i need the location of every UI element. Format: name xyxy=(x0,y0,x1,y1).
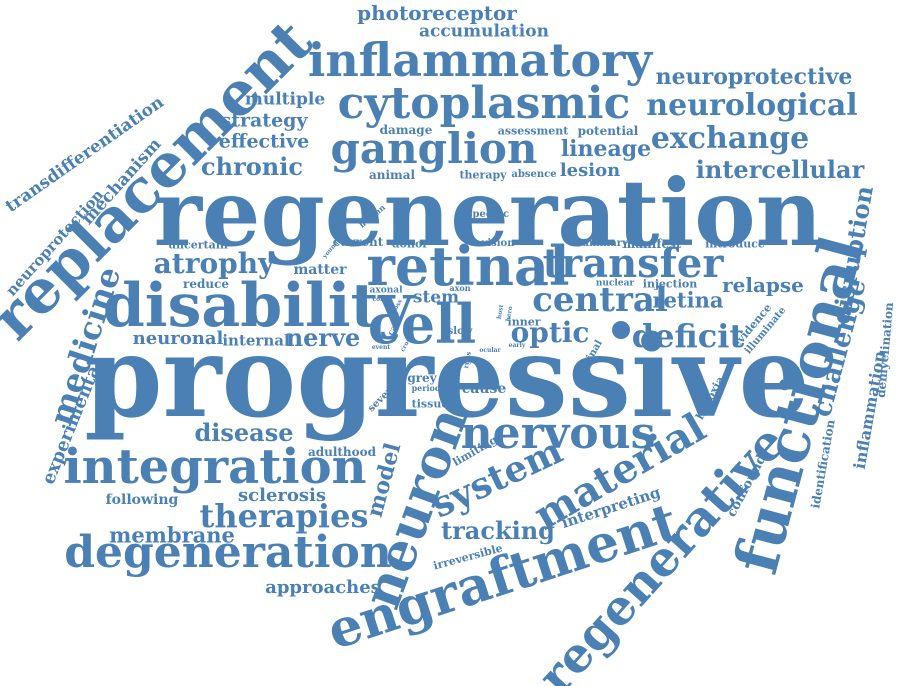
word-chronic: chronic xyxy=(201,152,303,181)
word-cause: cause xyxy=(461,381,507,397)
word-donor: donor xyxy=(391,237,429,251)
word-nervous: nervous xyxy=(460,408,656,459)
word-early: early xyxy=(508,342,526,349)
word-neuroprotective: neuroprotective xyxy=(655,64,853,90)
word-exchange: exchange xyxy=(650,121,810,156)
word-deficit-dot xyxy=(612,321,630,339)
word-central: central xyxy=(532,280,668,320)
word-ocular: ocular xyxy=(479,347,501,354)
word-therapies: therapies xyxy=(199,497,369,535)
word-stem: stem xyxy=(412,287,460,308)
word-relapse: relapse xyxy=(722,273,804,297)
word-damage: damage xyxy=(379,123,433,137)
word-retinal: retinal xyxy=(366,234,570,298)
word-slow: slow xyxy=(447,326,473,337)
word-axonal: axonal xyxy=(369,285,403,296)
word-introduce: introduce xyxy=(705,237,765,251)
word-neuronal: neuronal xyxy=(132,328,224,349)
word-transfer: transfer xyxy=(542,240,724,287)
word-reduce: reduce xyxy=(182,277,230,291)
word-rgcs: rgcs xyxy=(461,350,473,370)
word-multiple: multiple xyxy=(244,89,326,110)
word-approaches: approaches xyxy=(265,577,381,598)
word-therapy: therapy xyxy=(459,168,507,182)
word-tracking: tracking xyxy=(441,516,555,545)
word-membrane: membrane xyxy=(109,522,235,548)
word-animal: animal xyxy=(368,168,416,182)
word-absence: absence xyxy=(511,169,557,180)
word-nuclear: nuclear xyxy=(595,278,635,289)
word-grey: grey xyxy=(407,371,437,385)
word-uncertain: uncertain xyxy=(168,238,228,252)
word-strategy: strategy xyxy=(220,109,308,132)
word-potential: potential xyxy=(577,124,639,138)
word-progressive: progressive xyxy=(84,312,810,443)
word-optic: optic xyxy=(510,316,590,349)
word-atrophy: atrophy xyxy=(153,247,275,280)
word-current: current xyxy=(332,235,384,249)
word-manifest: manifest xyxy=(622,237,682,251)
word-assessment: assessment xyxy=(497,124,569,138)
word-matter: matter xyxy=(293,262,347,278)
word-integration: integration xyxy=(63,439,367,495)
word-sclerosis: sclerosis xyxy=(238,485,326,506)
word-regeneration: regeneration xyxy=(153,159,823,267)
word-injection: injection xyxy=(642,277,698,291)
word-axon: axon xyxy=(449,283,471,293)
word-lineage: lineage xyxy=(560,136,652,162)
word-disease: disease xyxy=(194,418,294,447)
word-degeneration: degeneration xyxy=(64,527,392,578)
word-disability: disability xyxy=(102,271,414,341)
word-demyelination: demyelination xyxy=(873,301,897,399)
word-specific: specific xyxy=(466,209,510,220)
word-cord: cord xyxy=(372,296,388,303)
word-summary: summary xyxy=(576,238,628,249)
word-photoreceptor: photoreceptor xyxy=(357,1,517,25)
word-retina: retina xyxy=(652,287,724,313)
word-intercellular: intercellular xyxy=(695,155,865,184)
word-nerve: nerve xyxy=(285,323,361,352)
word-lesion: lesion xyxy=(559,160,621,181)
word-effective: effective xyxy=(218,130,310,153)
word-ganglion: ganglion xyxy=(330,124,538,173)
word-following: following xyxy=(105,492,179,508)
word-internal: internal xyxy=(222,331,290,350)
word-tissue: tissue xyxy=(411,397,449,411)
word-accumulation: accumulation xyxy=(419,21,549,42)
word-inflammatory: inflammatory xyxy=(307,33,653,87)
word-period: period xyxy=(411,383,441,393)
word-event: event xyxy=(371,344,391,351)
word-inner: inner xyxy=(507,315,541,329)
word-deficit: deficit xyxy=(631,317,745,355)
word-cell: cell xyxy=(367,292,477,356)
word-neurological: neurological xyxy=(646,88,858,123)
word-adulthood: adulthood xyxy=(307,445,377,459)
word-vision: vision xyxy=(481,238,515,249)
word-cytoplasmic: cytoplasmic xyxy=(337,78,631,129)
